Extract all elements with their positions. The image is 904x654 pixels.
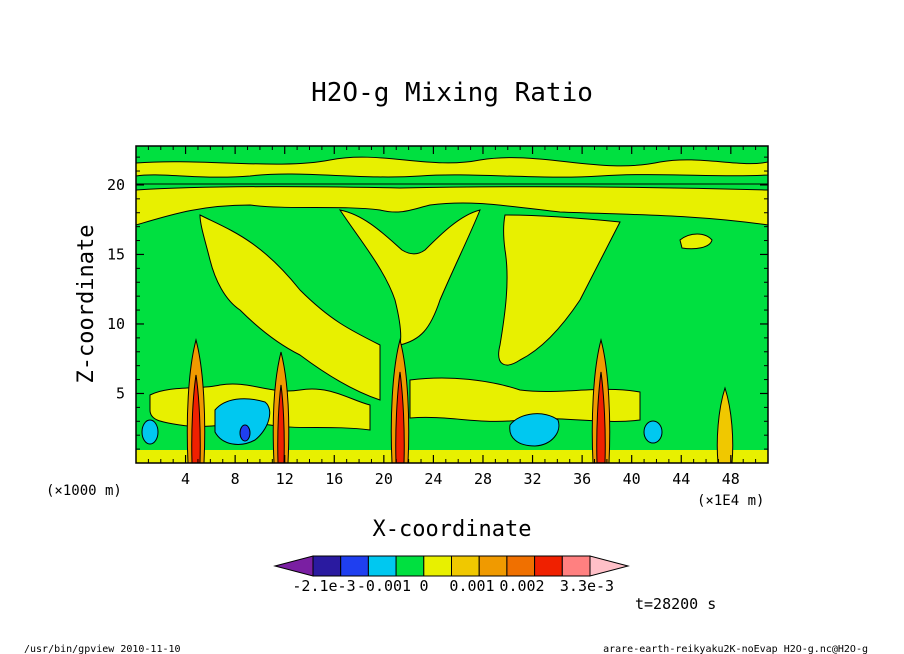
y-axis-label: Z-coordinate <box>74 225 99 384</box>
x-tick-label: 20 <box>375 470 393 488</box>
colorbar-label: -0.001 <box>357 577 411 595</box>
tower-x37-5 <box>591 338 611 463</box>
footer-left: /usr/bin/gpview 2010-11-10 <box>24 644 181 654</box>
footer-right: arare-earth-reikyaku2K-noEvap_H2O-g.nc@H… <box>603 644 868 654</box>
field-top-yellow-wisps <box>136 156 768 178</box>
x-unit-left: (×1000 m) <box>46 483 122 499</box>
x-tick-label: 24 <box>424 470 442 488</box>
x-tick-label: 48 <box>722 470 740 488</box>
colorbar-cell <box>534 555 563 577</box>
colorbar-label: -2.1e-3 <box>292 577 355 595</box>
x-tick-label: 16 <box>325 470 343 488</box>
time-label: t=28200 s <box>635 595 716 613</box>
colorbar-over-triangle <box>589 555 630 577</box>
tower-x21-5 <box>390 338 410 463</box>
field-yellow-small-right <box>679 233 713 250</box>
y-tick-label: 5 <box>116 384 125 402</box>
x-tick-label: 36 <box>573 470 591 488</box>
y-tick-label: 15 <box>107 245 125 263</box>
colorbar-cell <box>561 555 591 577</box>
tower-x47-5 <box>716 386 734 463</box>
x-tick-label: 40 <box>623 470 641 488</box>
plot-frame <box>135 145 769 464</box>
tower-x11-5 <box>272 351 290 463</box>
x-tick-label: 4 <box>181 470 190 488</box>
field-upper-yellow-band <box>136 186 768 226</box>
x-tick-label: 28 <box>474 470 492 488</box>
field-blue-left <box>239 424 251 442</box>
colorbar-labels: -2.1e-3 -0.001 0 0.001 0.002 3.3e-3 <box>292 577 614 595</box>
x-tick-label: 44 <box>672 470 690 488</box>
plot-area <box>135 145 769 464</box>
colorbar-cell <box>340 555 369 577</box>
colorbar-label: 3.3e-3 <box>560 577 614 595</box>
colorbar-cell <box>423 555 452 577</box>
colorbar-label: 0.001 <box>449 577 494 595</box>
field-yellow-floor <box>136 450 768 463</box>
field-yellow-plume-left <box>199 214 381 401</box>
y-tick-label: 10 <box>107 315 125 333</box>
tower-x5 <box>186 338 206 463</box>
colorbar-label: 0 <box>419 577 428 595</box>
colorbar-label: 0.002 <box>499 577 544 595</box>
field-cyan-right <box>643 420 663 444</box>
field-yellow-central <box>338 209 481 346</box>
colorbar-cell <box>395 555 425 577</box>
x-tick-label: 12 <box>276 470 294 488</box>
chart-title: H2O-g Mixing Ratio <box>311 78 593 108</box>
x-axis-label: X-coordinate <box>373 517 532 542</box>
field-cyan-mid-right <box>509 413 560 447</box>
colorbar-cell <box>367 555 397 577</box>
field-cyan-left <box>214 398 271 445</box>
colorbar <box>273 555 630 577</box>
colorbar-cell <box>312 555 342 577</box>
y-tick-label: 20 <box>107 176 125 194</box>
colorbar-cell <box>506 555 536 577</box>
field-yellow-lower-right <box>409 377 641 422</box>
x-axis: 4 8 12 16 20 24 28 32 36 40 44 48 <box>147 146 757 488</box>
field-yellow-plume-right <box>498 214 621 366</box>
x-tick-label: 32 <box>524 470 542 488</box>
x-unit-right: (×1E4 m) <box>697 493 764 509</box>
colorbar-cell <box>478 555 508 577</box>
colorbar-cell <box>451 555 480 577</box>
x-tick-label: 8 <box>231 470 240 488</box>
colorbar-under-triangle <box>273 555 314 577</box>
field-cyan-far-left <box>141 419 159 445</box>
y-axis: 5 10 15 20 <box>107 156 768 450</box>
